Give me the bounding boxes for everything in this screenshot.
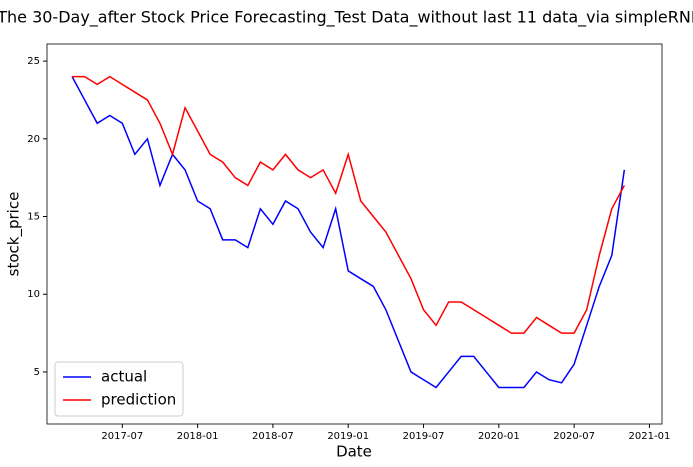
x-tick-label: 2020-07 <box>553 431 595 442</box>
x-tick-label: 2019-07 <box>403 431 445 442</box>
x-axis-label: Date <box>336 443 372 461</box>
y-tick-label: 20 <box>27 134 40 145</box>
series-line <box>71 76 626 389</box>
x-tick-label: 2019-01 <box>327 431 369 442</box>
legend-box <box>54 361 184 417</box>
plot-frame <box>46 43 663 425</box>
x-tick-label: 2020-01 <box>478 431 520 442</box>
x-tick-label: 2021-01 <box>629 431 671 442</box>
y-tick-label: 5 <box>34 367 40 378</box>
legend-label: actual <box>101 368 147 386</box>
y-tick-label: 10 <box>27 289 40 300</box>
chart-title: The 30-Day_after Stock Price Forecasting… <box>0 8 693 28</box>
y-tick-label: 25 <box>27 56 40 67</box>
x-tick-label: 2018-07 <box>252 431 294 442</box>
series-line <box>72 75 626 334</box>
x-tick-label: 2017-07 <box>101 431 143 442</box>
y-axis-label: stock_price <box>5 192 24 277</box>
y-tick-label: 15 <box>27 212 40 223</box>
legend-label: prediction <box>101 391 176 409</box>
x-tick-label: 2018-01 <box>177 431 219 442</box>
